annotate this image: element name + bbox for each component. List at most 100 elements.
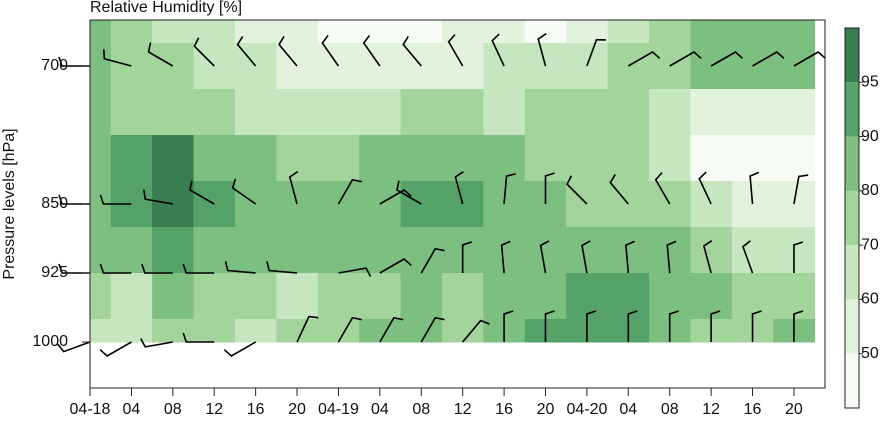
humidity-cell: [524, 273, 567, 320]
wind-barb: [231, 178, 257, 205]
humidity-cell: [234, 181, 277, 228]
humidity-cell: [317, 227, 360, 274]
humidity-cell: [524, 43, 567, 90]
humidity-cell: [234, 89, 277, 136]
x-tick-label: 12: [205, 401, 223, 418]
humidity-cell: [566, 135, 609, 182]
y-tick-label: 925: [41, 264, 68, 281]
humidity-cell: [90, 89, 112, 136]
y-axis-label: Pressure levels [hPa]: [1, 128, 18, 279]
wind-barb: [500, 240, 511, 274]
wind-barb: [793, 310, 804, 342]
colorbar-label: 90: [861, 128, 879, 145]
humidity-cell: [690, 273, 733, 320]
humidity-cell: [524, 20, 567, 44]
wind-barb: [396, 180, 422, 205]
wind-barb: [420, 316, 445, 343]
humidity-cell: [566, 89, 609, 136]
humidity-cell: [441, 135, 484, 182]
wind-barb: [447, 34, 464, 67]
wind-barb: [379, 189, 412, 205]
humidity-cell: [773, 181, 816, 228]
humidity-cell: [400, 273, 443, 320]
wind-barb: [627, 51, 661, 67]
wind-barb: [266, 261, 298, 274]
colorbar-swatch: [845, 82, 859, 137]
humidity-cell: [152, 135, 195, 182]
humidity-cell: [276, 273, 319, 320]
wind-barb: [454, 171, 464, 205]
wind-barb: [143, 189, 173, 205]
colorbar-swatch: [845, 190, 859, 246]
humidity-cell: [359, 319, 402, 343]
humidity-cell: [607, 227, 650, 274]
colorbar-swatch: [845, 136, 859, 191]
wind-barb: [793, 174, 809, 205]
humidity-cell: [607, 89, 650, 136]
humidity-cell: [607, 135, 650, 182]
humidity-cell: [400, 20, 443, 44]
humidity-cell: [193, 273, 236, 320]
y-tick-label: 850: [41, 195, 68, 212]
wind-barb: [544, 172, 555, 204]
humidity-cell: [690, 227, 733, 274]
wind-barb: [537, 33, 547, 67]
humidity-cell: [90, 181, 112, 228]
humidity-cell: [317, 135, 360, 182]
x-tick-label: 04: [619, 401, 637, 418]
humidity-cell: [276, 181, 319, 228]
wind-barb: [503, 173, 516, 205]
x-tick-label: 12: [702, 401, 720, 418]
wind-barb: [566, 175, 588, 205]
wind-barb: [58, 263, 90, 274]
humidity-cell: [441, 89, 484, 136]
wind-barb: [147, 42, 174, 67]
x-tick-label: 04-18: [70, 401, 111, 418]
humidity-cell: [110, 43, 153, 90]
humidity-cell: [400, 227, 443, 274]
humidity-cell: [359, 135, 402, 182]
wind-barb: [102, 49, 132, 67]
humidity-cell: [193, 135, 236, 182]
x-tick-label: 12: [454, 401, 472, 418]
humidity-cell: [359, 43, 402, 90]
humidity-cell: [483, 227, 526, 274]
wind-barb: [379, 258, 412, 274]
humidity-cell: [607, 20, 650, 44]
humidity-cell: [690, 135, 733, 182]
colorbar-label: 80: [861, 182, 879, 199]
wind-barb: [420, 247, 445, 274]
x-tick-label: 04-19: [318, 401, 359, 418]
humidity-cell: [441, 273, 484, 320]
humidity-cell: [690, 89, 733, 136]
humidity-cell: [234, 20, 277, 44]
humidity-cell: [152, 89, 195, 136]
humidity-cell: [276, 227, 319, 274]
y-tick-label: 700: [41, 57, 68, 74]
x-tick-label: 20: [537, 401, 555, 418]
wind-barb: [702, 240, 713, 274]
wind-barb: [224, 261, 256, 274]
humidity-cell: [649, 135, 691, 182]
wind-barb: [751, 310, 762, 342]
wind-barb: [581, 240, 591, 274]
wind-barb: [379, 316, 404, 343]
humidity-cell: [441, 181, 484, 228]
humidity-cell: [483, 273, 526, 320]
humidity-cell: [359, 273, 402, 320]
humidity-cell: [234, 273, 277, 320]
wind-barb: [338, 267, 372, 277]
wind-barb: [278, 36, 298, 67]
humidity-cell: [690, 181, 733, 228]
humidity-cell: [441, 20, 484, 44]
wind-barb: [337, 178, 362, 205]
wind-barb: [99, 263, 132, 274]
humidity-cell: [110, 273, 153, 320]
wind-barb: [627, 310, 638, 342]
wind-barb: [793, 51, 826, 67]
wind-barb: [182, 263, 215, 274]
humidity-cell: [110, 319, 153, 343]
wind-barb: [609, 174, 629, 205]
colorbar-frame: [844, 27, 860, 409]
